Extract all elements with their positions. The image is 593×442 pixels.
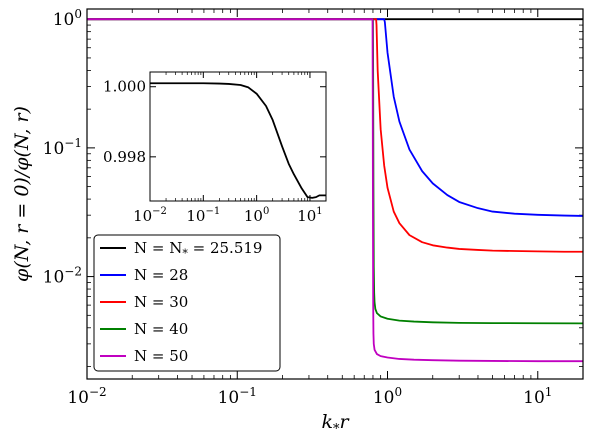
main-series-group [87, 18, 584, 363]
inset-series-line-0 [150, 82, 326, 199]
x-tick-label: 100 [373, 385, 402, 408]
inset-y-tick-label: 0.998 [103, 148, 146, 166]
legend: N = N* = 25.519 N = 28 N = 30 N = 40 N = 50 [93, 234, 281, 372]
inset-series-group [150, 82, 326, 199]
main-plot-frame [86, 8, 584, 380]
legend-label-0: N = N* = 25.519 [134, 239, 262, 260]
inset-plot-frame [149, 71, 327, 202]
main-axis-ticks: 10−2 10−1 100 101 100 10−1 10−2 [43, 7, 584, 408]
y-tick-label: 10−1 [43, 136, 82, 159]
inset-axis-ticks: 10−2 10−1 100 101 1.000 0.998 [103, 72, 327, 225]
y-tick-label: 10−2 [43, 265, 82, 288]
legend-label-1: N = 28 [134, 266, 188, 284]
series-line-2 [87, 18, 583, 253]
inset-x-tick-label: 10−1 [186, 206, 220, 225]
y-tick-label: 100 [53, 7, 82, 30]
series-line-4 [87, 18, 583, 363]
y-axis-label: φ(N, r = 0)/φ(N, r) [11, 106, 33, 282]
series-line-1 [87, 18, 584, 217]
x-tick-label: 10−1 [218, 385, 257, 408]
legend-label-4: N = 50 [134, 347, 188, 365]
legend-label-3: N = 40 [134, 320, 188, 338]
x-tick-label: 10−2 [67, 385, 106, 408]
inset-x-tick-label: 100 [244, 206, 269, 225]
inset-x-tick-label: 101 [297, 206, 322, 225]
x-axis-label: k*r [321, 411, 350, 437]
inset-y-tick-label: 1.000 [103, 78, 146, 96]
legend-box [93, 234, 281, 372]
inset-chart: 10−2 10−1 100 101 1.000 0.998 [103, 71, 327, 225]
inset-x-tick-label: 10−2 [133, 206, 167, 225]
legend-label-2: N = 30 [134, 293, 188, 311]
x-tick-label: 101 [523, 385, 552, 408]
legend-items: N = N* = 25.519 N = 28 N = 30 N = 40 N = 50 [100, 239, 262, 365]
